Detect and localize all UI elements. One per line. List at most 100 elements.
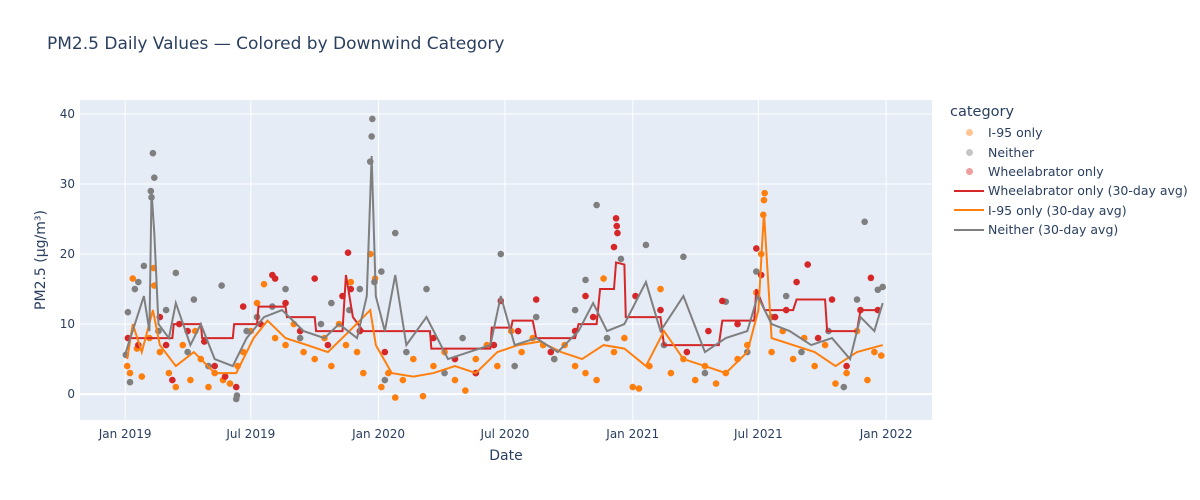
data-point (771, 313, 779, 321)
data-point (840, 383, 848, 391)
legend-item[interactable]: Neither (950, 142, 1188, 161)
data-point (162, 306, 170, 314)
data-point (328, 362, 335, 370)
data-point (718, 297, 726, 305)
data-point (271, 275, 279, 282)
legend-item[interactable]: Wheelabrator only (950, 162, 1188, 181)
data-point (610, 348, 618, 356)
data-point (140, 262, 148, 270)
data-point (300, 348, 307, 356)
legend-label: Neither (988, 144, 1035, 160)
data-point (347, 278, 355, 286)
data-point (233, 392, 241, 399)
y-tick-label: 10 (60, 317, 75, 331)
legend-label: Neither (30-day avg) (988, 222, 1119, 238)
data-point (874, 286, 882, 294)
data-point (657, 306, 664, 314)
data-point (871, 348, 878, 356)
data-point (271, 334, 279, 342)
y-tick-label: 30 (60, 177, 75, 191)
legend-item[interactable]: I-95 only (950, 123, 1188, 142)
data-point (135, 278, 142, 286)
data-point (804, 261, 812, 268)
data-point (613, 222, 621, 230)
data-point (430, 334, 437, 342)
legend-line-icon (950, 189, 988, 192)
data-point (462, 387, 469, 394)
chart-title: PM2.5 Daily Values — Colored by Downwind… (47, 34, 505, 54)
data-point (712, 380, 720, 387)
legend-label: I-95 only (30-day avg) (988, 202, 1127, 218)
data-point (635, 385, 643, 392)
data-point (226, 380, 234, 387)
legend-label: I-95 only (988, 125, 1043, 141)
data-point (571, 306, 579, 314)
data-point (497, 250, 505, 258)
data-point (550, 355, 558, 363)
data-point (853, 296, 861, 303)
data-point (629, 383, 637, 391)
data-point (621, 334, 628, 342)
x-tick-label: Jan 2022 (859, 427, 913, 441)
data-point (184, 348, 191, 356)
data-point (734, 320, 741, 328)
x-tick-label: Jan 2020 (351, 427, 405, 441)
data-point (162, 341, 170, 349)
gridlines (80, 100, 932, 420)
data-point (701, 369, 709, 377)
data-point (761, 189, 768, 197)
data-point (798, 348, 805, 356)
data-point (138, 373, 146, 380)
data-point (532, 296, 540, 303)
data-point (172, 383, 180, 391)
data-point (753, 268, 760, 275)
legend-marker-icon (950, 167, 988, 175)
data-point (472, 355, 480, 363)
data-point (282, 299, 289, 307)
data-point (593, 201, 600, 209)
data-point (239, 303, 247, 310)
data-point (680, 253, 687, 261)
data-point (789, 355, 797, 363)
data-point (511, 362, 518, 370)
data-point (211, 362, 219, 370)
data-point (243, 327, 250, 335)
legend-item[interactable]: Neither (30-day avg) (950, 220, 1188, 239)
data-point (864, 376, 871, 384)
data-point (811, 362, 818, 370)
data-point (156, 348, 164, 356)
legend-item[interactable]: I-95 only (30-day avg) (950, 201, 1188, 220)
data-point (843, 369, 850, 377)
x-axis-label: Date (489, 448, 522, 464)
data-point (356, 285, 364, 293)
data-point (368, 133, 375, 140)
legend-item[interactable]: Wheelabrator only (30-day avg) (950, 181, 1188, 200)
data-point (582, 292, 589, 300)
data-point (391, 394, 399, 401)
data-point (843, 362, 850, 370)
data-point (200, 338, 208, 345)
data-point (867, 274, 875, 282)
x-tick-label: Jul 2021 (733, 427, 783, 441)
data-point (169, 376, 176, 384)
chart-marks (122, 115, 886, 403)
data-point (403, 348, 410, 356)
data-point (612, 215, 620, 222)
plot-background (80, 100, 932, 420)
data-point (260, 280, 268, 288)
data-point (423, 285, 430, 293)
data-point (324, 341, 332, 349)
legend-line-icon (950, 228, 988, 231)
data-point (381, 376, 389, 384)
data-point (391, 229, 399, 237)
data-point (657, 285, 664, 293)
data-point (353, 348, 361, 356)
data-point (879, 283, 886, 291)
y-tick-label: 0 (67, 387, 75, 401)
data-point (123, 362, 131, 370)
data-point (221, 373, 229, 380)
legend: category I-95 only Neither Wheelabrator on… (950, 104, 1188, 239)
data-point (205, 383, 212, 391)
data-point (190, 296, 198, 303)
